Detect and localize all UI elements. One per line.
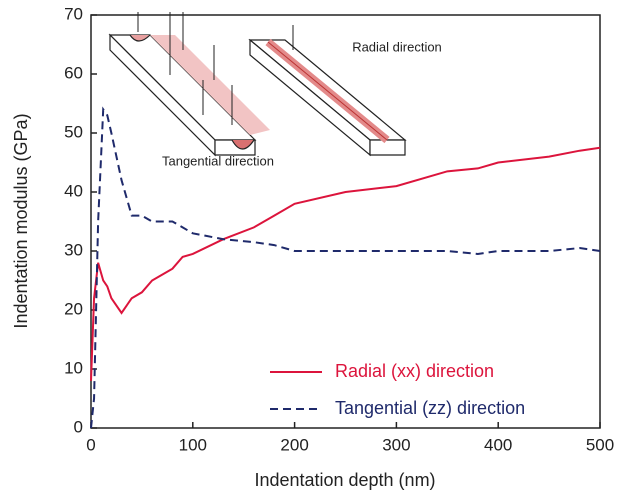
inset-diagram	[108, 12, 407, 157]
y-tick-label: 60	[64, 63, 83, 82]
y-tick-label: 40	[64, 181, 83, 200]
plot-frame	[90, 14, 601, 429]
series-line	[90, 146, 601, 381]
y-tick-label: 70	[64, 4, 83, 23]
annotation: Tangential direction	[162, 153, 274, 168]
x-tick-label: 100	[179, 435, 207, 454]
x-tick-label: 300	[382, 435, 410, 454]
y-tick-label: 10	[64, 358, 83, 377]
legend-label: Radial (xx) direction	[335, 361, 494, 381]
y-tick-label: 0	[74, 417, 83, 436]
x-axis-label: Indentation depth (nm)	[254, 470, 435, 490]
y-axis-label: Indentation modulus (GPa)	[11, 113, 31, 328]
y-tick-label: 50	[64, 122, 83, 141]
legend-label: Tangential (zz) direction	[335, 398, 525, 418]
annotation: Radial direction	[352, 39, 442, 54]
x-tick-label: 0	[86, 435, 95, 454]
x-tick-label: 500	[586, 435, 614, 454]
x-tick-label: 400	[484, 435, 512, 454]
series-line	[90, 106, 601, 429]
y-tick-label: 30	[64, 240, 83, 259]
y-tick-label: 20	[64, 299, 83, 318]
x-tick-label: 200	[280, 435, 308, 454]
